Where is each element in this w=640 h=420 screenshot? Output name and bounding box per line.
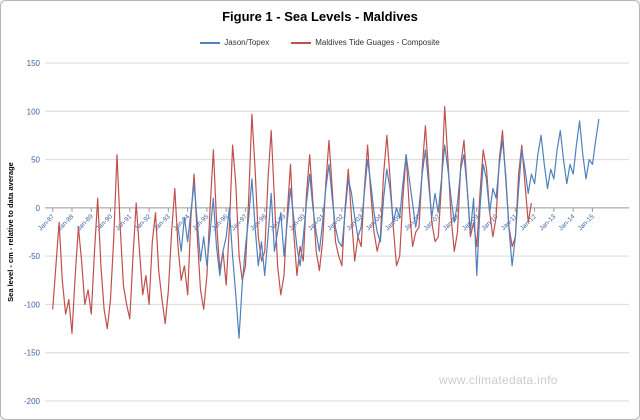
y-tick-label: 50 [31,156,40,165]
series-line-jason-topex [177,118,600,339]
legend-item-jason-topex: Jason/Topex [200,38,269,47]
chart-title: Figure 1 - Sea Levels - Maldives [222,9,418,24]
legend: Jason/Topex Maldives Tide Guages - Compo… [1,38,639,47]
y-tick-label: -50 [28,252,40,261]
y-tick-label: 150 [27,59,41,68]
x-tick-label: Jan-14 [558,213,577,232]
legend-item-tide-gauges: Maldives Tide Guages - Composite [291,38,440,47]
y-axis-title: Sea level - cm - relative to data averag… [6,162,15,302]
y-tick-label: -100 [24,300,41,309]
y-tick-label: -150 [24,349,41,358]
y-tick-label: 100 [27,107,41,116]
x-tick-label: Jan-97 [230,213,249,232]
x-tick-label: Jan-87 [37,213,56,232]
legend-label: Maldives Tide Guages - Composite [315,38,440,47]
legend-swatch-red-line [291,41,312,44]
x-tick-label: Jan-90 [95,213,114,232]
x-tick-label: Jan-95 [191,213,210,232]
y-tick-label: 0 [36,204,41,213]
legend-label: Jason/Topex [224,38,270,47]
y-tick-label: -200 [24,397,41,406]
watermark-text: www.climatedata.info [439,373,558,387]
x-tick-label: Jan-92 [133,213,152,232]
x-tick-label: Jan-91 [114,213,133,232]
x-tick-label: Jan-15 [577,213,596,232]
x-tick-label: Jan-13 [538,213,557,232]
legend-swatch-blue-line [200,41,221,44]
